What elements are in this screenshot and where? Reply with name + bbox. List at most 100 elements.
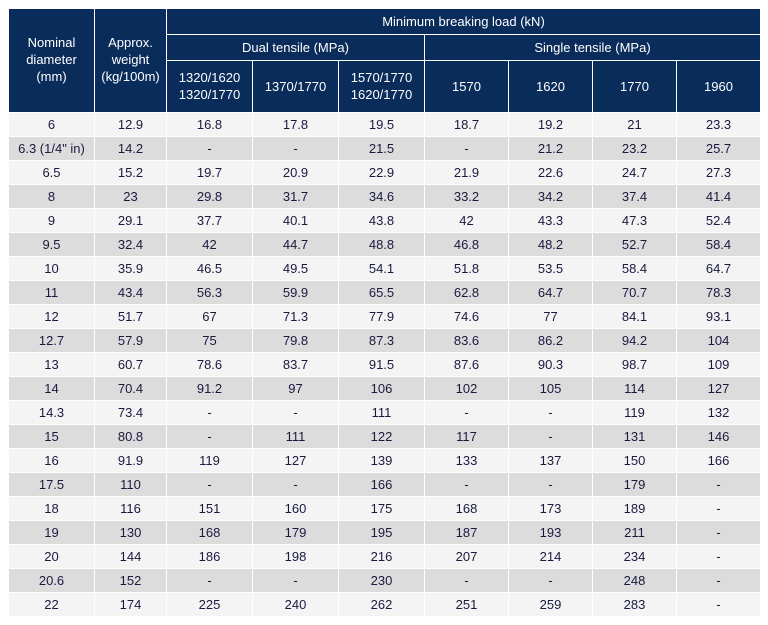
table-row: 18116151160175168173189- <box>9 497 761 521</box>
table-cell: 24.7 <box>593 161 677 185</box>
table-row: 22174225240262251259283- <box>9 593 761 617</box>
table-cell: 122 <box>339 425 425 449</box>
col-dual-1: 1320/1620 1320/1770 <box>167 61 253 113</box>
table-cell: 12.7 <box>9 329 95 353</box>
table-row: 612.916.817.819.518.719.22123.3 <box>9 113 761 137</box>
table-cell: - <box>253 473 339 497</box>
table-cell: 43.3 <box>509 209 593 233</box>
table-cell: 15.2 <box>95 161 167 185</box>
table-cell: 151 <box>167 497 253 521</box>
table-cell: 70.7 <box>593 281 677 305</box>
table-cell: 60.7 <box>95 353 167 377</box>
table-row: 17.5110--166--179- <box>9 473 761 497</box>
table-cell: 116 <box>95 497 167 521</box>
table-cell: 19.2 <box>509 113 593 137</box>
table-cell: 111 <box>253 425 339 449</box>
table-cell: 234 <box>593 545 677 569</box>
table-cell: 86.2 <box>509 329 593 353</box>
table-cell: 17.5 <box>9 473 95 497</box>
table-cell: 8 <box>9 185 95 209</box>
table-cell: 58.4 <box>677 233 761 257</box>
table-cell: 51.7 <box>95 305 167 329</box>
table-cell: 21.2 <box>509 137 593 161</box>
table-cell: - <box>253 137 339 161</box>
table-cell: 41.4 <box>677 185 761 209</box>
table-cell: 97 <box>253 377 339 401</box>
table-cell: 47.3 <box>593 209 677 233</box>
table-cell: 173 <box>509 497 593 521</box>
table-cell: 20 <box>9 545 95 569</box>
table-cell: 214 <box>509 545 593 569</box>
table-cell: 21 <box>593 113 677 137</box>
table-cell: 32.4 <box>95 233 167 257</box>
table-cell: 187 <box>425 521 509 545</box>
table-cell: 77 <box>509 305 593 329</box>
table-cell: 168 <box>167 521 253 545</box>
table-cell: - <box>677 497 761 521</box>
table-cell: 59.9 <box>253 281 339 305</box>
table-cell: 43.4 <box>95 281 167 305</box>
table-cell: 119 <box>167 449 253 473</box>
table-cell: - <box>509 425 593 449</box>
table-cell: 64.7 <box>509 281 593 305</box>
table-cell: 34.6 <box>339 185 425 209</box>
table-cell: 168 <box>425 497 509 521</box>
table-cell: 211 <box>593 521 677 545</box>
table-cell: 9 <box>9 209 95 233</box>
table-cell: 20.6 <box>9 569 95 593</box>
table-cell: 262 <box>339 593 425 617</box>
table-cell: 174 <box>95 593 167 617</box>
table-cell: 64.7 <box>677 257 761 281</box>
table-cell: 27.3 <box>677 161 761 185</box>
table-cell: 16.8 <box>167 113 253 137</box>
table-cell: 34.2 <box>509 185 593 209</box>
table-cell: 132 <box>677 401 761 425</box>
table-row: 929.137.740.143.84243.347.352.4 <box>9 209 761 233</box>
table-cell: - <box>509 569 593 593</box>
table-cell: 29.8 <box>167 185 253 209</box>
table-cell: 54.1 <box>339 257 425 281</box>
table-cell: 127 <box>253 449 339 473</box>
table-cell: 15 <box>9 425 95 449</box>
table-cell: 23 <box>95 185 167 209</box>
table-cell: 106 <box>339 377 425 401</box>
table-cell: 193 <box>509 521 593 545</box>
col-dual-tensile: Dual tensile (MPa) <box>167 35 425 61</box>
table-cell: 14.3 <box>9 401 95 425</box>
breaking-load-table: Nominal diameter (mm) Approx. weight (kg… <box>8 8 761 617</box>
table-cell: 12.9 <box>95 113 167 137</box>
table-row: 14.373.4--111--119132 <box>9 401 761 425</box>
table-cell: 283 <box>593 593 677 617</box>
table-cell: - <box>167 569 253 593</box>
table-cell: 6.5 <box>9 161 95 185</box>
table-cell: - <box>677 545 761 569</box>
table-cell: 195 <box>339 521 425 545</box>
table-cell: 57.9 <box>95 329 167 353</box>
table-cell: 49.5 <box>253 257 339 281</box>
col-single-1620: 1620 <box>509 61 593 113</box>
table-cell: 65.5 <box>339 281 425 305</box>
table-cell: 94.2 <box>593 329 677 353</box>
table-cell: - <box>677 473 761 497</box>
table-cell: 52.7 <box>593 233 677 257</box>
table-cell: 179 <box>253 521 339 545</box>
table-cell: 259 <box>509 593 593 617</box>
table-cell: 248 <box>593 569 677 593</box>
table-cell: 251 <box>425 593 509 617</box>
table-cell: 91.2 <box>167 377 253 401</box>
table-cell: 83.7 <box>253 353 339 377</box>
table-cell: 9.5 <box>9 233 95 257</box>
table-cell: 175 <box>339 497 425 521</box>
table-cell: 16 <box>9 449 95 473</box>
table-row: 20144186198216207214234- <box>9 545 761 569</box>
table-cell: 87.3 <box>339 329 425 353</box>
table-row: 1691.9119127139133137150166 <box>9 449 761 473</box>
table-cell: 42 <box>425 209 509 233</box>
table-cell: - <box>425 473 509 497</box>
table-cell: 13 <box>9 353 95 377</box>
table-cell: 48.2 <box>509 233 593 257</box>
table-cell: 52.4 <box>677 209 761 233</box>
table-row: 20.6152--230--248- <box>9 569 761 593</box>
table-cell: 6 <box>9 113 95 137</box>
table-cell: 98.7 <box>593 353 677 377</box>
